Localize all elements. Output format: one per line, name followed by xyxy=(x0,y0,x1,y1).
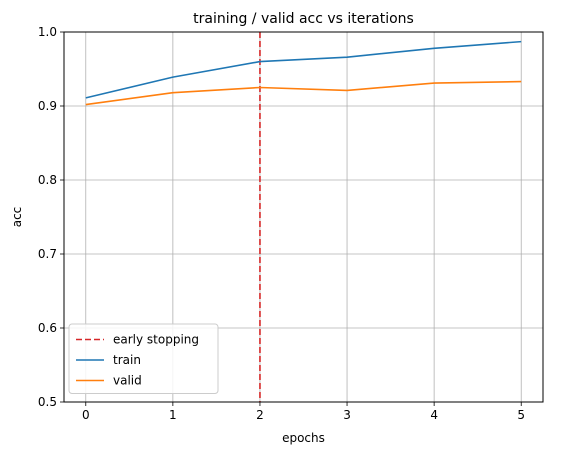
y-axis-label: acc xyxy=(10,207,24,228)
legend: early stopping train valid xyxy=(68,323,219,394)
axis-ticks: 0 1 2 3 4 5 0.5 0.6 0.7 0.8 0.9 1.0 xyxy=(38,25,525,422)
legend-label: early stopping xyxy=(113,333,199,347)
y-tick-label: 0.8 xyxy=(38,173,57,187)
x-tick-label: 3 xyxy=(343,408,351,422)
series-line-valid xyxy=(85,80,522,106)
legend-label: valid xyxy=(113,374,142,388)
x-tick-label: 1 xyxy=(169,408,177,422)
y-tick-label: 0.5 xyxy=(38,395,57,409)
x-tick-label: 2 xyxy=(256,408,264,422)
y-tick-label: 0.9 xyxy=(38,99,57,113)
y-tick-label: 1.0 xyxy=(38,25,57,39)
plot-frame xyxy=(63,31,544,403)
plot-marks xyxy=(85,32,522,402)
legend-box xyxy=(68,323,219,394)
series-line-train xyxy=(85,40,522,99)
x-tick-label: 4 xyxy=(430,408,438,422)
y-tick-label: 0.6 xyxy=(38,321,57,335)
x-tick-label: 0 xyxy=(82,408,90,422)
chart-title: training / valid acc vs iterations xyxy=(193,11,414,27)
legend-label: train xyxy=(113,353,141,367)
x-axis-label: epochs xyxy=(282,431,325,445)
y-tick-label: 0.7 xyxy=(38,247,57,261)
x-tick-label: 5 xyxy=(517,408,525,422)
